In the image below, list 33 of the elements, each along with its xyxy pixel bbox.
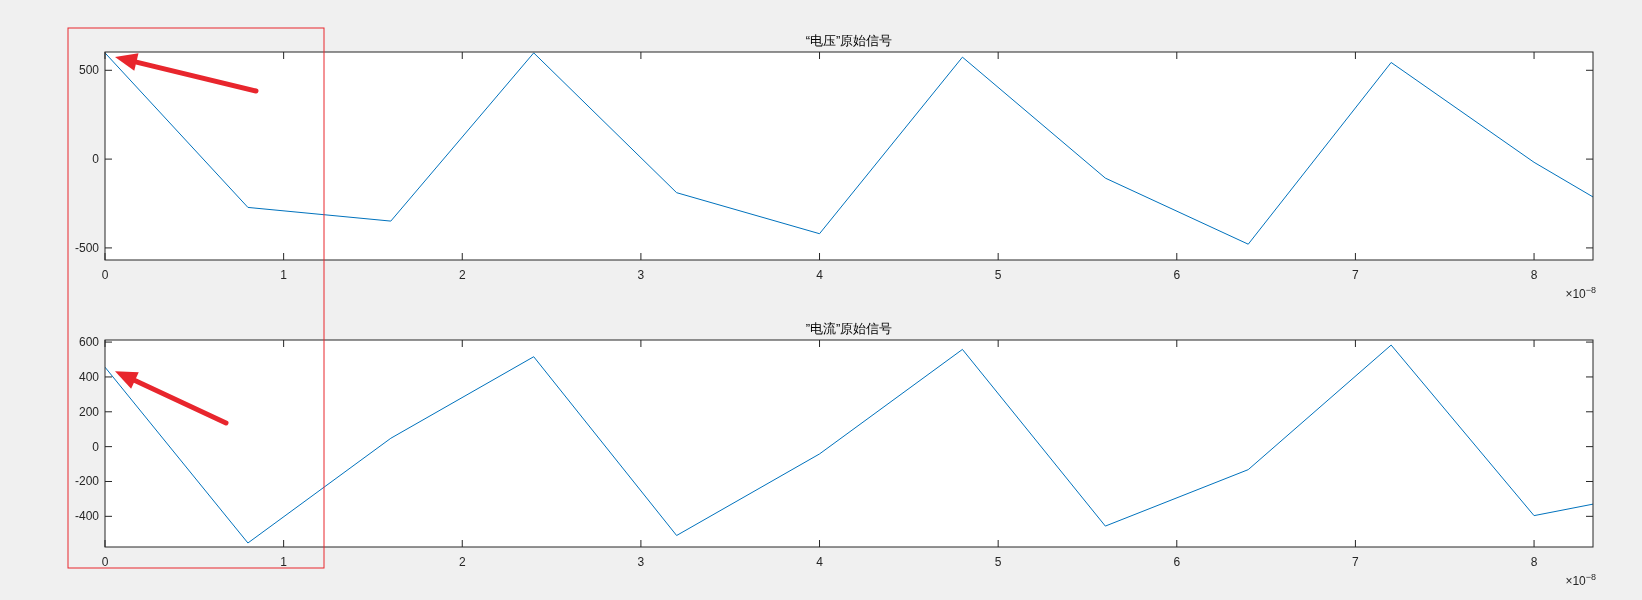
x-tick-label: 7: [1352, 268, 1360, 282]
x-tick-label: 2: [458, 268, 466, 282]
x-tick-label: 8: [1530, 268, 1538, 282]
y-tick-label: -200: [74, 474, 100, 489]
x-tick-label: 6: [1173, 555, 1181, 569]
y-tick-label: -400: [74, 509, 100, 524]
y-tick-label: -500: [74, 240, 100, 255]
text: ×10$^{−8}$: [1565, 285, 1596, 301]
x-tick-label: 1: [280, 268, 288, 282]
y-tick-label: 600: [78, 335, 100, 350]
x-tick-label: 4: [816, 555, 824, 569]
line-series: [105, 344, 1593, 544]
x-tick-label: 0: [101, 555, 109, 569]
y-tick-label: 0: [92, 152, 100, 167]
x-tick-label: 7: [1352, 555, 1360, 569]
x-tick-label: 2: [458, 555, 466, 569]
y-tick-label: 500: [78, 63, 100, 78]
y-tick-label: 400: [78, 369, 100, 384]
x-tick-label: 3: [637, 268, 645, 282]
x-tick-label: 0: [101, 268, 109, 282]
chart-title: “电压”原始信号: [805, 33, 893, 48]
line-series: [105, 52, 1593, 245]
x-tick-label: 1: [280, 555, 288, 569]
x-tick-label: 6: [1173, 268, 1181, 282]
chart-title: ”电流”原始信号: [805, 321, 893, 336]
x-tick-label: 5: [994, 268, 1002, 282]
x-tick-label: 3: [637, 555, 645, 569]
y-tick-label: 0: [92, 439, 100, 454]
y-tick-label: 200: [78, 404, 100, 419]
x-tick-label: 4: [816, 268, 824, 282]
text: ×10$^{−8}$: [1565, 572, 1596, 588]
x-tick-label: 8: [1530, 555, 1538, 569]
x-tick-label: 5: [994, 555, 1002, 569]
